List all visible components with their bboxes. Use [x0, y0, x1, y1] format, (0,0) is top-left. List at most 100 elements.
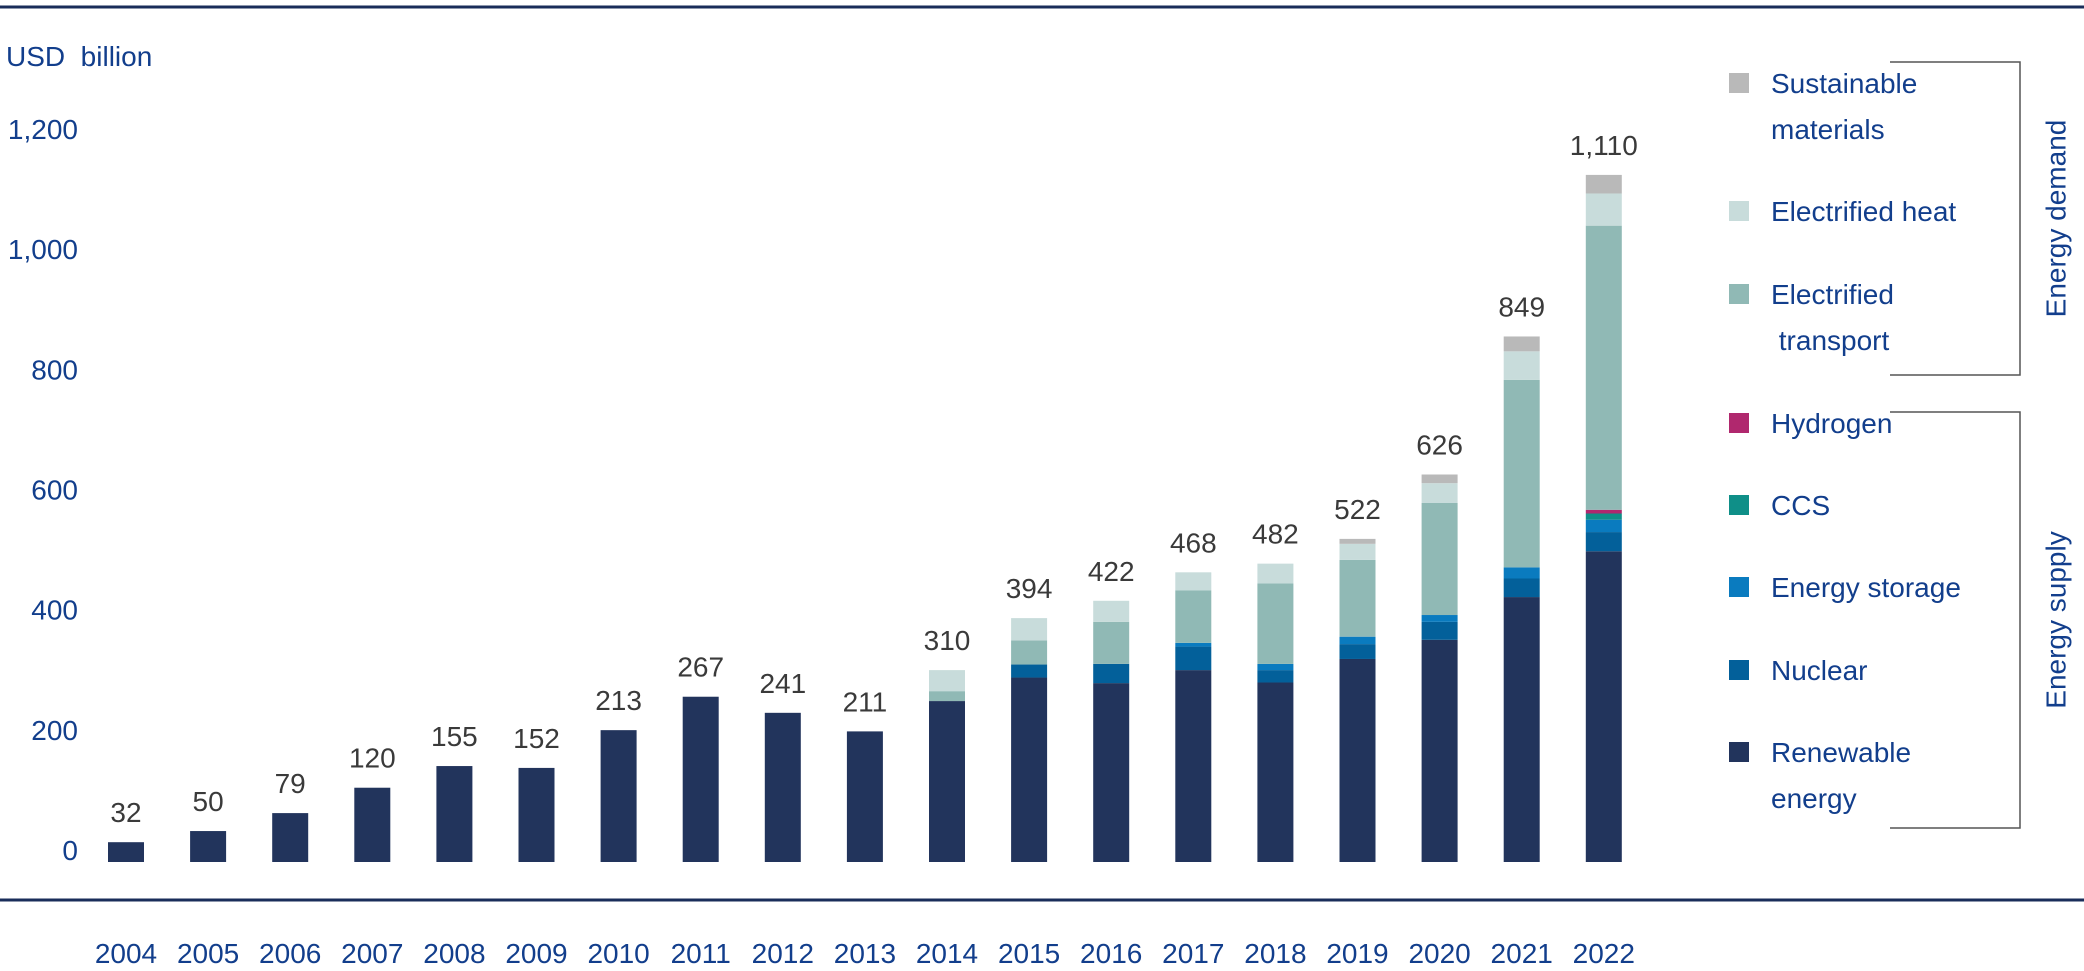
bar-segment-nuclear [1175, 646, 1212, 671]
data-label-total: 32 [110, 797, 141, 828]
bar-segment-renewable-energy [272, 813, 309, 862]
bar-segment-energy-storage [1175, 642, 1212, 647]
data-label-total: 849 [1498, 291, 1545, 322]
bar-segment-renewable-energy [1175, 670, 1212, 862]
legend-swatch-ccs [1729, 495, 1749, 515]
x-tick-label: 2022 [1573, 938, 1635, 969]
data-label-total: 120 [349, 743, 396, 774]
bars [108, 174, 1622, 862]
x-tick-label: 2009 [505, 938, 567, 969]
x-tick-label: 2016 [1080, 938, 1142, 969]
data-label-total: 50 [193, 786, 224, 817]
data-label-total: 626 [1416, 430, 1463, 461]
x-tick-label: 2006 [259, 938, 321, 969]
bar-segment-electrified-transport [1339, 559, 1376, 637]
legend-swatch-renewable-energy [1729, 742, 1749, 762]
data-label-total: 152 [513, 723, 560, 754]
y-tick-label: 600 [31, 475, 78, 506]
bar-segment-renewable-energy [764, 712, 801, 862]
bar-segment-electrified-transport [1011, 640, 1048, 665]
x-tick-label: 2018 [1244, 938, 1306, 969]
legend-swatch-sustainable-materials [1729, 73, 1749, 93]
bar-segment-renewable-energy [518, 767, 555, 862]
data-label-total: 155 [431, 721, 478, 752]
bar-segment-electrified-heat [1503, 351, 1540, 380]
bar-segment-electrified-transport [1093, 621, 1130, 664]
y-tick-label: 200 [31, 715, 78, 746]
data-label-total: 1,110 [1570, 130, 1638, 161]
bar-segment-electrified-heat [1011, 618, 1048, 641]
legend-group-label: Energy supply [2040, 531, 2071, 708]
y-tick-label: 1,000 [8, 234, 78, 265]
bar-segment-renewable-energy [1093, 683, 1130, 862]
bar-segment-nuclear [1339, 644, 1376, 659]
legend-label: Sustainable [1771, 68, 1917, 99]
x-tick-label: 2017 [1162, 938, 1224, 969]
legend-label: CCS [1771, 490, 1830, 521]
bar-segment-electrified-heat [1093, 600, 1130, 622]
bar-segment-electrified-transport [1421, 502, 1458, 616]
bar-segment-electrified-heat [1175, 572, 1212, 591]
data-label-total: 482 [1252, 519, 1299, 550]
x-tick-label: 2005 [177, 938, 239, 969]
x-tick-label: 2020 [1408, 938, 1470, 969]
x-tick-label: 2015 [998, 938, 1060, 969]
x-tick-label: 2012 [752, 938, 814, 969]
data-labels: 32 50 79 120 155 152 213 267 241 211 310 394 422 468 4… [110, 130, 1637, 828]
bar-segment-renewable-energy [1339, 658, 1376, 862]
bar-segment-electrified-transport [1257, 583, 1294, 664]
bar-segment-renewable-energy [436, 766, 473, 862]
bar-segment-renewable-energy [1011, 677, 1048, 862]
bar-segment-ccs [1585, 513, 1622, 520]
legend-group-label: Energy demand [2040, 120, 2071, 318]
x-tick-label: 2004 [95, 938, 157, 969]
bar-segment-renewable-energy [1257, 682, 1294, 862]
legend-swatch-electrified-heat [1729, 201, 1749, 221]
x-tick-label: 2021 [1491, 938, 1553, 969]
legend-label: Energy storage [1771, 572, 1961, 603]
x-tick-label: 2008 [423, 938, 485, 969]
data-label-total: 241 [759, 668, 806, 699]
bar-segment-renewable-energy [1503, 597, 1540, 862]
bar-segment-energy-storage [1339, 636, 1376, 645]
x-tick-label: 2007 [341, 938, 403, 969]
legend-group-bracket [1890, 61, 2021, 376]
bar-segment-energy-storage [1421, 615, 1458, 622]
x-tick-label: 2010 [587, 938, 649, 969]
bar-segment-nuclear [1093, 663, 1130, 684]
x-tick-labels: 2004 2005 2006 2007 2008 2009 2010 2011 2012 2013… [95, 938, 1635, 969]
legend-label: materials [1771, 114, 1885, 145]
data-label-total: 267 [677, 652, 724, 683]
data-label-total: 213 [595, 685, 642, 716]
bar-segment-electrified-heat [1257, 563, 1294, 584]
legend-swatch-energy-storage [1729, 577, 1749, 597]
bar-segment-renewable-energy [600, 730, 637, 862]
x-tick-label: 2014 [916, 938, 978, 969]
data-label-total: 468 [1170, 527, 1217, 558]
legend-group-bracket [1890, 411, 2021, 829]
legend-label: Electrified [1771, 279, 1894, 310]
y-tick-label: 1,200 [8, 114, 78, 145]
legend-label: transport [1771, 325, 1889, 356]
bar-segment-renewable-energy [354, 787, 391, 862]
bar-segment-electrified-transport [1175, 590, 1212, 643]
y-ticks: 0 200 400 600 800 1,000 1,200 [8, 114, 78, 866]
bar-segment-renewable-energy [682, 696, 719, 862]
data-label-total: 310 [924, 625, 971, 656]
y-tick-label: 400 [31, 595, 78, 626]
bar-segment-energy-storage [1585, 519, 1622, 533]
bar-segment-electrified-heat [1421, 483, 1458, 503]
bar-segment-renewable-energy [1421, 639, 1458, 862]
legend-label: Renewable [1771, 737, 1911, 768]
bar-segment-renewable-energy [929, 701, 965, 862]
bar-segment-nuclear [1503, 578, 1540, 598]
data-label-total: 394 [1006, 573, 1053, 604]
bar-segment-electrified-heat [929, 670, 965, 692]
bar-segment-nuclear [1585, 532, 1622, 552]
legend: Sustainable materials Electrified heat Elec… [1729, 61, 2071, 829]
bar-segment-hydrogen [1585, 509, 1622, 514]
legend-swatch-hydrogen [1729, 413, 1749, 433]
bar-segment-energy-storage [1503, 567, 1540, 579]
bar-segment-nuclear [1421, 621, 1458, 640]
